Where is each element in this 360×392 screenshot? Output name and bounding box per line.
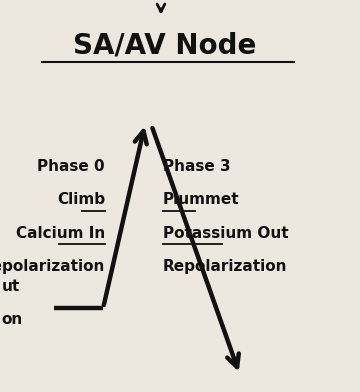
- Text: Phase 0: Phase 0: [37, 159, 105, 174]
- Text: Climb: Climb: [57, 192, 105, 207]
- Text: Calcium In: Calcium In: [16, 226, 105, 241]
- Text: Repolarization: Repolarization: [163, 259, 287, 274]
- Text: Phase 3: Phase 3: [163, 159, 230, 174]
- Text: Plummet: Plummet: [163, 192, 239, 207]
- Text: ut: ut: [2, 279, 20, 294]
- Text: Depolarization: Depolarization: [0, 259, 105, 274]
- Text: SA/AV Node: SA/AV Node: [73, 31, 256, 59]
- Text: on: on: [2, 312, 23, 327]
- Text: Potassium Out: Potassium Out: [163, 226, 288, 241]
